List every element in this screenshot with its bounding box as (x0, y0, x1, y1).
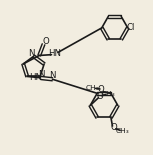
Text: CH₃: CH₃ (85, 85, 99, 91)
Text: O: O (98, 85, 105, 94)
Text: CH₃: CH₃ (116, 128, 130, 134)
Text: O: O (42, 38, 49, 46)
Text: HN: HN (29, 73, 42, 82)
Text: N: N (49, 71, 56, 80)
Text: HN: HN (48, 49, 61, 58)
Text: N: N (38, 70, 44, 79)
Text: N: N (28, 49, 34, 58)
Text: O: O (97, 92, 104, 101)
Text: CH₃: CH₃ (102, 91, 116, 97)
Text: O: O (111, 123, 118, 132)
Text: Cl: Cl (127, 23, 135, 32)
